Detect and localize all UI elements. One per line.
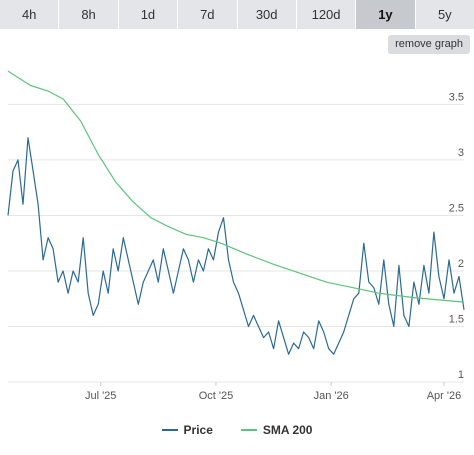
range-tab-30d[interactable]: 30d [237,0,297,29]
chart-legend: Price SMA 200 [0,420,474,440]
legend-swatch [161,429,178,431]
legend-label: Price [183,423,213,437]
y-tick-label: 2.5 [449,202,464,214]
x-tick-label: Oct '25 [199,390,234,402]
legend-label: SMA 200 [262,423,313,437]
x-tick-label: Jan '26 [314,390,349,402]
legend-item-price[interactable]: Price [161,423,213,437]
range-tab-4h[interactable]: 4h [0,0,60,29]
range-tab-5y[interactable]: 5y [415,0,474,29]
y-tick-label: 1.5 [449,313,464,325]
range-tabs: 4h 8h 1d 7d 30d 120d 1y 5y [0,0,474,29]
legend-item-sma-200[interactable]: SMA 200 [240,423,313,437]
y-tick-label: 3.5 [449,91,464,103]
x-tick-label: Apr '26 [427,390,462,402]
x-tick-label: Jul '25 [85,390,116,402]
range-tab-120d[interactable]: 120d [296,0,357,29]
legend-swatch [240,429,257,431]
y-tick-label: 2 [458,258,464,270]
y-tick-label: 3 [458,147,464,159]
range-tab-8h[interactable]: 8h [59,0,119,29]
series-line-price [7,137,465,355]
range-tab-1y[interactable]: 1y [356,0,416,29]
remove-graph-button[interactable]: remove graph [388,35,470,54]
series-line-sma-200 [7,70,465,303]
range-tab-7d[interactable]: 7d [178,0,238,29]
range-tab-1d[interactable]: 1d [118,0,179,29]
y-tick-label: 1 [458,369,464,381]
